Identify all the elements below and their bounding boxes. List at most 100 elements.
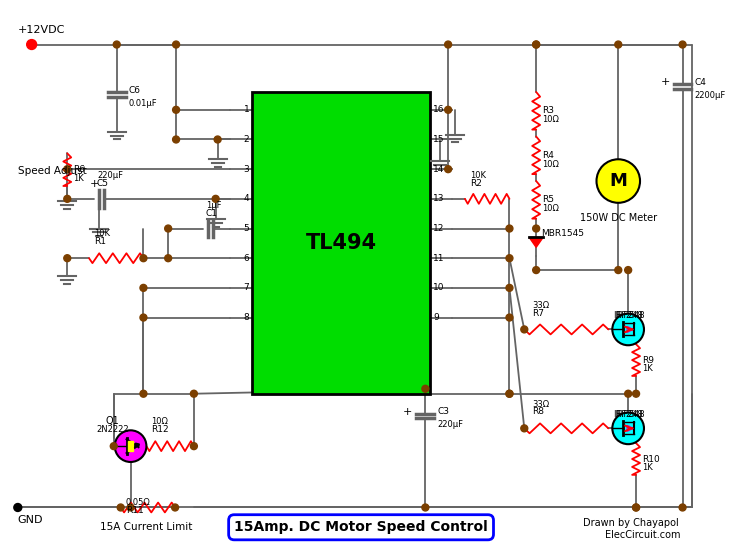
Circle shape (165, 225, 172, 232)
Bar (128, 441, 133, 451)
Text: R7: R7 (532, 309, 544, 317)
Text: GND: GND (18, 515, 43, 525)
Circle shape (533, 267, 539, 274)
Text: 1K: 1K (73, 174, 84, 183)
Text: 2: 2 (244, 135, 249, 144)
Circle shape (533, 41, 539, 48)
Text: C1: C1 (206, 208, 218, 218)
Circle shape (172, 41, 180, 48)
Text: TL494: TL494 (306, 233, 377, 253)
Circle shape (633, 390, 639, 397)
Text: 3: 3 (244, 165, 249, 174)
Text: 11: 11 (434, 254, 445, 263)
Circle shape (172, 504, 179, 511)
Circle shape (625, 267, 631, 274)
Text: C6: C6 (128, 86, 141, 95)
Text: 10Ω: 10Ω (542, 115, 559, 124)
Polygon shape (627, 326, 633, 332)
Text: C4: C4 (694, 77, 707, 87)
Text: 16: 16 (434, 105, 445, 114)
Circle shape (612, 413, 644, 444)
Circle shape (64, 166, 71, 173)
Text: 10Ω: 10Ω (542, 204, 559, 213)
Text: +: + (661, 77, 669, 87)
Text: C3: C3 (437, 407, 449, 416)
Text: 0.05Ω: 0.05Ω (126, 498, 150, 508)
Text: 8: 8 (244, 313, 249, 322)
Circle shape (118, 504, 124, 511)
Text: +: + (91, 179, 100, 189)
Text: R8: R8 (532, 408, 544, 416)
Text: R6: R6 (73, 165, 85, 174)
Text: 6: 6 (244, 254, 249, 263)
Circle shape (506, 390, 513, 397)
Text: 220μF: 220μF (437, 420, 464, 430)
Text: 1K: 1K (642, 364, 653, 373)
Circle shape (172, 106, 180, 113)
Circle shape (612, 314, 644, 345)
Circle shape (172, 136, 180, 143)
Text: 10: 10 (434, 283, 445, 293)
Text: R5: R5 (542, 195, 554, 205)
Circle shape (506, 255, 513, 262)
Text: 1K: 1K (642, 463, 653, 472)
Circle shape (140, 255, 147, 262)
Circle shape (679, 504, 686, 511)
Circle shape (520, 326, 528, 333)
Bar (253, 92, 430, 394)
Circle shape (445, 166, 452, 173)
Circle shape (422, 504, 429, 511)
Text: IRFZ48: IRFZ48 (613, 311, 643, 320)
Circle shape (191, 443, 197, 450)
Text: 2200μF: 2200μF (694, 91, 726, 100)
Circle shape (64, 255, 71, 262)
Text: +: + (403, 406, 412, 416)
Text: 13: 13 (434, 194, 445, 204)
Circle shape (506, 284, 513, 291)
Text: 7: 7 (244, 283, 249, 293)
Polygon shape (134, 443, 139, 448)
Circle shape (214, 136, 221, 143)
Circle shape (633, 504, 639, 511)
Circle shape (520, 425, 528, 432)
Text: 15: 15 (434, 135, 445, 144)
Circle shape (115, 430, 147, 462)
Text: 10K: 10K (470, 171, 486, 180)
Circle shape (191, 390, 197, 397)
Text: 2N2222: 2N2222 (96, 425, 129, 434)
Circle shape (422, 385, 429, 392)
Circle shape (596, 159, 640, 203)
Text: 10K: 10K (94, 229, 110, 238)
Text: IRFZ48: IRFZ48 (615, 410, 645, 419)
Text: R10: R10 (642, 455, 660, 463)
Text: 0.01μF: 0.01μF (128, 99, 157, 108)
Text: 1: 1 (244, 105, 249, 114)
Circle shape (533, 41, 539, 48)
Text: ElecCircuit.com: ElecCircuit.com (605, 530, 681, 540)
Circle shape (445, 106, 452, 113)
Text: 10Ω: 10Ω (542, 160, 559, 169)
Text: 1μF: 1μF (206, 201, 221, 210)
Polygon shape (627, 425, 633, 431)
Circle shape (445, 41, 452, 48)
Circle shape (212, 195, 219, 202)
Text: 15Amp. DC Motor Speed Control: 15Amp. DC Motor Speed Control (234, 520, 488, 534)
Text: +12VDC: +12VDC (18, 25, 65, 35)
Circle shape (615, 267, 622, 274)
Circle shape (506, 314, 513, 321)
Circle shape (140, 314, 147, 321)
Circle shape (113, 41, 120, 48)
Circle shape (506, 225, 513, 232)
Text: R4: R4 (542, 151, 554, 160)
Circle shape (506, 390, 513, 397)
Circle shape (533, 225, 539, 232)
Text: 33Ω: 33Ω (532, 400, 550, 409)
Text: R3: R3 (542, 106, 554, 116)
Text: 9: 9 (434, 313, 439, 322)
Text: 220μF: 220μF (97, 171, 123, 180)
Text: Q1: Q1 (106, 416, 120, 426)
Circle shape (64, 195, 71, 202)
Text: 15A Current Limit: 15A Current Limit (100, 522, 193, 533)
Circle shape (110, 443, 118, 450)
Text: Drawn by Chayapol: Drawn by Chayapol (583, 518, 679, 528)
